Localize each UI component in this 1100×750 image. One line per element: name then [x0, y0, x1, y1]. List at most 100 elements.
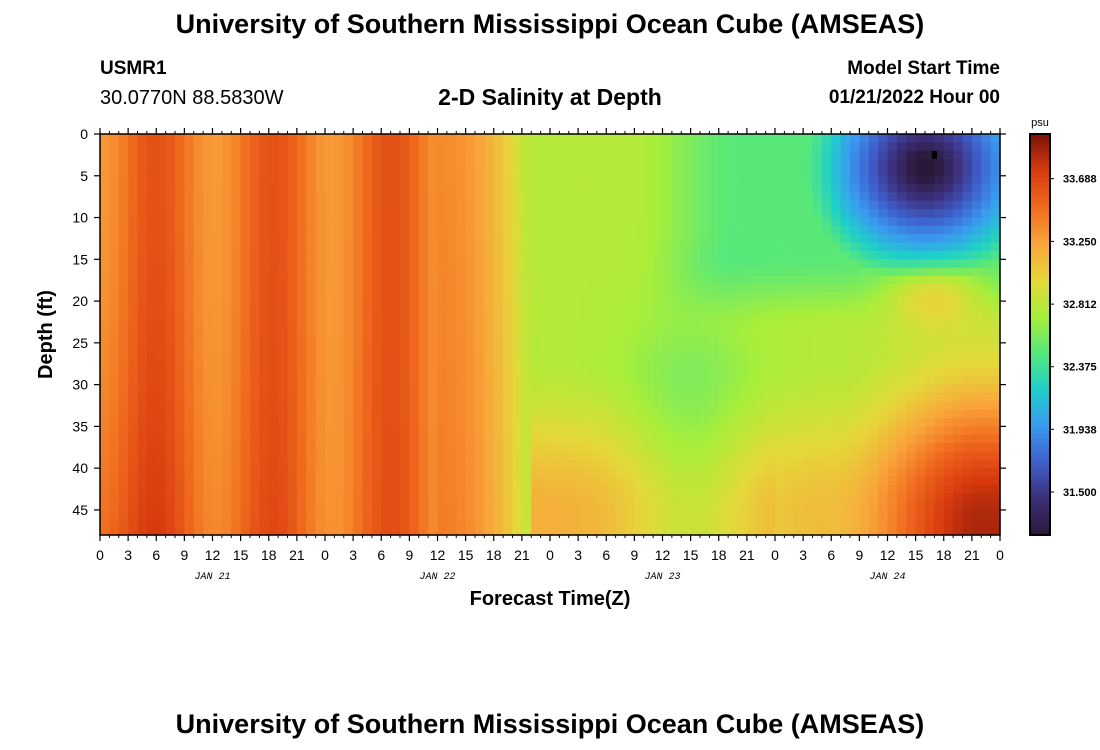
- heatmap-cell: [531, 392, 542, 402]
- heatmap-cell: [681, 376, 692, 386]
- heatmap-cell: [400, 459, 410, 469]
- heatmap-cell: [109, 426, 120, 436]
- heatmap-cell: [784, 167, 795, 177]
- heatmap-cell: [765, 376, 776, 386]
- heatmap-cell: [418, 351, 429, 361]
- heatmap-cell: [831, 225, 842, 235]
- heatmap-cell: [821, 342, 832, 352]
- heatmap-cell: [521, 342, 532, 352]
- heatmap-cell: [737, 509, 748, 519]
- heatmap-cell: [737, 317, 748, 327]
- heatmap-cell: [371, 526, 382, 536]
- heatmap-cell: [671, 518, 682, 528]
- heatmap-cell: [531, 434, 542, 444]
- heatmap-cell: [409, 326, 420, 336]
- heatmap-cell: [831, 426, 842, 436]
- heatmap-cell: [634, 401, 645, 411]
- heatmap-cell: [643, 167, 654, 177]
- heatmap-cell: [868, 175, 879, 185]
- heatmap-cell: [296, 317, 307, 327]
- heatmap-cell: [306, 167, 317, 177]
- heatmap-cell: [831, 476, 842, 486]
- heatmap-cell: [615, 418, 626, 427]
- heatmap-cell: [484, 434, 495, 444]
- heatmap-cell: [784, 317, 795, 327]
- heatmap-cell: [390, 284, 401, 294]
- heatmap-cell: [193, 359, 204, 369]
- heatmap-cell: [503, 526, 514, 536]
- heatmap-cell: [962, 134, 973, 143]
- heatmap-cell: [175, 159, 185, 169]
- heatmap-cell: [475, 150, 485, 160]
- heatmap-cell: [100, 451, 110, 461]
- heatmap-cell: [203, 284, 214, 294]
- heatmap-cell: [268, 200, 279, 210]
- heatmap-cell: [221, 367, 232, 377]
- heatmap-cell: [428, 276, 439, 285]
- heatmap-cell: [718, 401, 729, 411]
- heatmap-cell: [746, 167, 757, 177]
- heatmap-cell: [681, 159, 692, 169]
- heatmap-cell: [221, 418, 232, 427]
- heatmap-cell: [315, 250, 326, 260]
- heatmap-cell: [859, 468, 870, 478]
- heatmap-cell: [671, 468, 682, 478]
- heatmap-cell: [296, 376, 307, 386]
- heatmap-cell: [268, 175, 279, 185]
- heatmap-cell: [662, 409, 673, 419]
- heatmap-cell: [578, 367, 589, 377]
- heatmap-cell: [325, 418, 335, 427]
- heatmap-cell: [643, 150, 654, 160]
- heatmap-cell: [296, 150, 307, 160]
- heatmap-cell: [643, 200, 654, 210]
- heatmap-cell: [737, 159, 748, 169]
- heatmap-cell: [512, 200, 523, 210]
- heatmap-cell: [175, 301, 185, 311]
- heatmap-cell: [325, 476, 335, 486]
- heatmap-cell: [615, 200, 626, 210]
- heatmap-cell: [606, 309, 617, 319]
- heatmap-cell: [568, 384, 579, 394]
- heatmap-cell: [878, 259, 889, 269]
- heatmap-cell: [503, 317, 514, 327]
- heatmap-cell: [259, 217, 270, 227]
- heatmap-cell: [343, 142, 354, 152]
- heatmap-cell: [221, 351, 232, 361]
- heatmap-cell: [268, 242, 279, 252]
- heatmap-cell: [934, 476, 945, 486]
- heatmap-cell: [737, 426, 748, 436]
- heatmap-cell: [343, 434, 354, 444]
- heatmap-cell: [231, 301, 242, 311]
- heatmap-cell: [981, 192, 992, 202]
- heatmap-cell: [803, 392, 814, 402]
- heatmap-cell: [765, 501, 776, 511]
- heatmap-cell: [981, 150, 992, 160]
- heatmap-cell: [400, 225, 410, 235]
- heatmap-cell: [409, 367, 420, 377]
- heatmap-cell: [953, 384, 964, 394]
- heatmap-cell: [550, 134, 560, 143]
- heatmap-cell: [109, 234, 120, 244]
- y-tick-label: 30: [72, 377, 88, 393]
- heatmap-cell: [971, 476, 982, 486]
- heatmap-cell: [643, 426, 654, 436]
- heatmap-cell: [521, 242, 532, 252]
- heatmap-cell: [578, 267, 589, 277]
- heatmap-cell: [418, 184, 429, 194]
- heatmap-cell: [718, 392, 729, 402]
- heatmap-cell: [859, 501, 870, 511]
- heatmap-cell: [587, 526, 598, 536]
- heatmap-cell: [681, 326, 692, 336]
- heatmap-cell: [925, 459, 935, 469]
- heatmap-cell: [325, 351, 335, 361]
- x-tick-label: 6: [377, 547, 385, 563]
- heatmap-cell: [465, 459, 476, 469]
- heatmap-cell: [184, 159, 195, 169]
- heatmap-cell: [971, 175, 982, 185]
- heatmap-cell: [962, 309, 973, 319]
- heatmap-cell: [475, 501, 485, 511]
- heatmap-cell: [371, 292, 382, 302]
- heatmap-cell: [437, 284, 448, 294]
- heatmap-cell: [746, 225, 757, 235]
- heatmap-cell: [418, 443, 429, 453]
